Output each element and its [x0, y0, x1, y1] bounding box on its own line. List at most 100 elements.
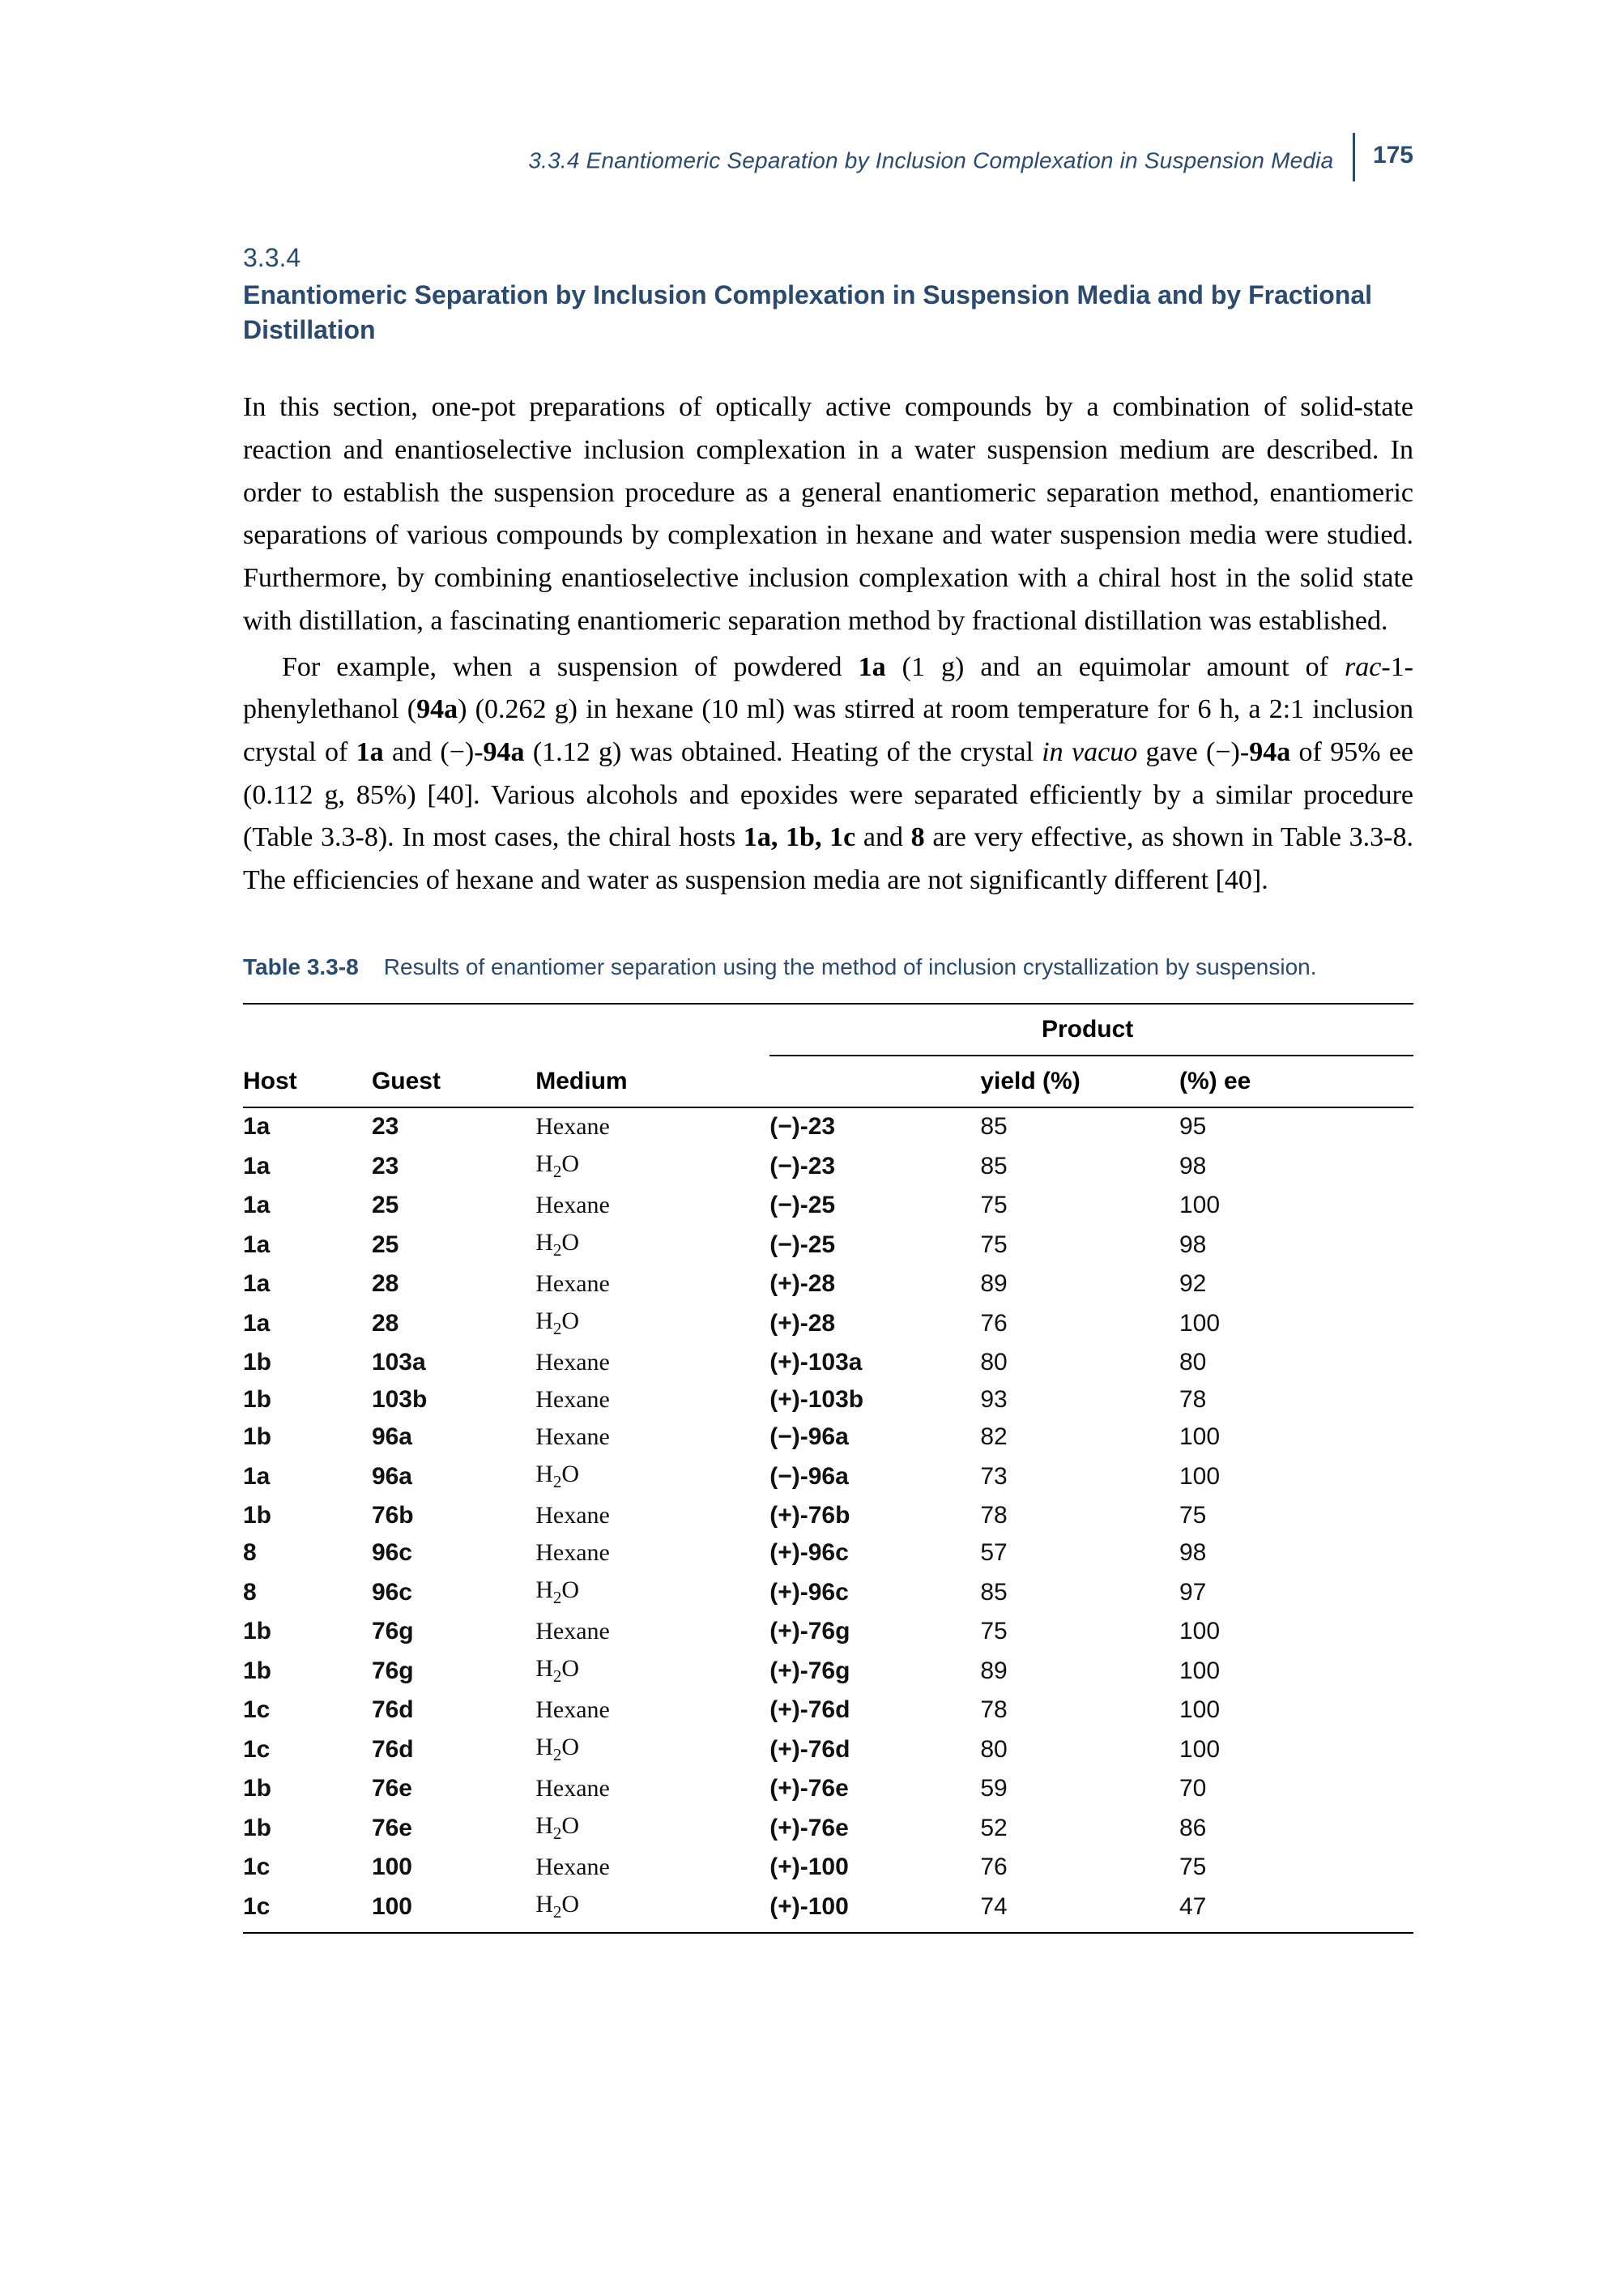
- cell-product: (−)-23: [769, 1145, 980, 1187]
- cell-host: 1b: [243, 1381, 372, 1418]
- col-header-ee: (%) ee: [1179, 1056, 1413, 1107]
- col-header-guest: [372, 1004, 535, 1056]
- cell-product: (−)-25: [769, 1224, 980, 1265]
- cell-host: 1a: [243, 1187, 372, 1224]
- cell-ee: 78: [1179, 1381, 1413, 1418]
- cell-guest: 103a: [372, 1344, 535, 1381]
- cell-guest: 96c: [372, 1572, 535, 1613]
- p2-bold: 94a: [484, 737, 525, 767]
- cell-medium: Hexane: [535, 1613, 769, 1650]
- cell-ee: 100: [1179, 1650, 1413, 1691]
- cell-ee: 100: [1179, 1303, 1413, 1344]
- cell-host: 1b: [243, 1344, 372, 1381]
- cell-yield: 89: [980, 1650, 1179, 1691]
- cell-medium: Hexane: [535, 1691, 769, 1729]
- col-header-product-group: Product: [769, 1004, 1413, 1056]
- table-row: 1a96aH2O(−)-96a73100: [243, 1456, 1413, 1497]
- cell-ee: 98: [1179, 1145, 1413, 1187]
- table-caption-text: Results of enantiomer separation using t…: [384, 954, 1317, 979]
- col-header-yield: yield (%): [980, 1056, 1179, 1107]
- cell-ee: 100: [1179, 1456, 1413, 1497]
- cell-host: 1a: [243, 1145, 372, 1187]
- cell-guest: 23: [372, 1145, 535, 1187]
- section-number: 3.3.4: [243, 243, 1413, 273]
- cell-ee: 75: [1179, 1849, 1413, 1886]
- cell-guest: 25: [372, 1187, 535, 1224]
- col-header-medium: [535, 1004, 769, 1056]
- cell-host: 1c: [243, 1729, 372, 1770]
- cell-medium: Hexane: [535, 1344, 769, 1381]
- table-row: 1b76eH2O(+)-76e5286: [243, 1807, 1413, 1849]
- table-row: 1c100H2O(+)-1007447: [243, 1886, 1413, 1933]
- table-row: 1b103bHexane(+)-103b9378: [243, 1381, 1413, 1418]
- cell-host: 1b: [243, 1613, 372, 1650]
- cell-product: (−)-25: [769, 1187, 980, 1224]
- cell-guest: 96c: [372, 1534, 535, 1572]
- cell-ee: 80: [1179, 1344, 1413, 1381]
- cell-yield: 89: [980, 1265, 1179, 1303]
- col-header-host: Host: [243, 1056, 372, 1107]
- cell-product: (+)-76d: [769, 1691, 980, 1729]
- table-row: 1b76gH2O(+)-76g89100: [243, 1650, 1413, 1691]
- cell-yield: 75: [980, 1613, 1179, 1650]
- cell-guest: 103b: [372, 1381, 535, 1418]
- table-row: 1a25Hexane(−)-2575100: [243, 1187, 1413, 1224]
- p2-bold: 1a: [356, 737, 384, 767]
- cell-yield: 82: [980, 1418, 1179, 1456]
- cell-medium: H2O: [535, 1224, 769, 1265]
- cell-medium: H2O: [535, 1145, 769, 1187]
- cell-host: 8: [243, 1572, 372, 1613]
- paragraph-2: For example, when a suspension of powder…: [243, 646, 1413, 902]
- cell-medium: H2O: [535, 1456, 769, 1497]
- cell-product: (+)-76g: [769, 1613, 980, 1650]
- cell-product: (−)-23: [769, 1107, 980, 1145]
- table-row: 1c76dHexane(+)-76d78100: [243, 1691, 1413, 1729]
- table-row: 1b76bHexane(+)-76b7875: [243, 1497, 1413, 1534]
- p2-italic: in vacuo: [1042, 737, 1137, 767]
- cell-medium: Hexane: [535, 1265, 769, 1303]
- cell-medium: Hexane: [535, 1534, 769, 1572]
- table-body: 1a23Hexane(−)-2385951a23H2O(−)-2385981a2…: [243, 1107, 1413, 1933]
- running-head-separator: [1353, 133, 1355, 181]
- cell-ee: 86: [1179, 1807, 1413, 1849]
- p2-bold: 94a: [416, 694, 458, 724]
- cell-guest: 76g: [372, 1650, 535, 1691]
- cell-host: 1a: [243, 1456, 372, 1497]
- table-row: 1c76dH2O(+)-76d80100: [243, 1729, 1413, 1770]
- cell-guest: 28: [372, 1303, 535, 1344]
- cell-medium: Hexane: [535, 1849, 769, 1886]
- table-row: 1a28H2O(+)-2876100: [243, 1303, 1413, 1344]
- col-header-product: [769, 1056, 980, 1107]
- cell-guest: 96a: [372, 1456, 535, 1497]
- cell-medium: H2O: [535, 1572, 769, 1613]
- p2-text: gave (−)-: [1137, 737, 1249, 767]
- col-header-host: [243, 1004, 372, 1056]
- cell-yield: 74: [980, 1886, 1179, 1933]
- running-head-text: 3.3.4 Enantiomeric Separation by Inclusi…: [528, 147, 1333, 173]
- col-header-medium: Medium: [535, 1056, 769, 1107]
- cell-ee: 100: [1179, 1187, 1413, 1224]
- cell-yield: 78: [980, 1497, 1179, 1534]
- cell-medium: Hexane: [535, 1381, 769, 1418]
- p2-text: (1 g) and an equimolar amount of: [886, 652, 1345, 682]
- cell-host: 1b: [243, 1650, 372, 1691]
- cell-guest: 100: [372, 1886, 535, 1933]
- cell-product: (−)-96a: [769, 1418, 980, 1456]
- cell-host: 1a: [243, 1303, 372, 1344]
- cell-yield: 52: [980, 1807, 1179, 1849]
- p2-text: and: [855, 822, 910, 852]
- cell-product: (+)-103b: [769, 1381, 980, 1418]
- cell-product: (+)-76d: [769, 1729, 980, 1770]
- cell-host: 1a: [243, 1107, 372, 1145]
- cell-ee: 98: [1179, 1534, 1413, 1572]
- section-title: Enantiomeric Separation by Inclusion Com…: [243, 278, 1413, 348]
- table-row: 896cHexane(+)-96c5798: [243, 1534, 1413, 1572]
- cell-product: (+)-96c: [769, 1534, 980, 1572]
- cell-host: 1c: [243, 1886, 372, 1933]
- table-label: Table 3.3-8: [243, 954, 359, 979]
- cell-guest: 76e: [372, 1770, 535, 1807]
- cell-ee: 47: [1179, 1886, 1413, 1933]
- cell-product: (+)-76g: [769, 1650, 980, 1691]
- cell-guest: 76b: [372, 1497, 535, 1534]
- cell-yield: 85: [980, 1107, 1179, 1145]
